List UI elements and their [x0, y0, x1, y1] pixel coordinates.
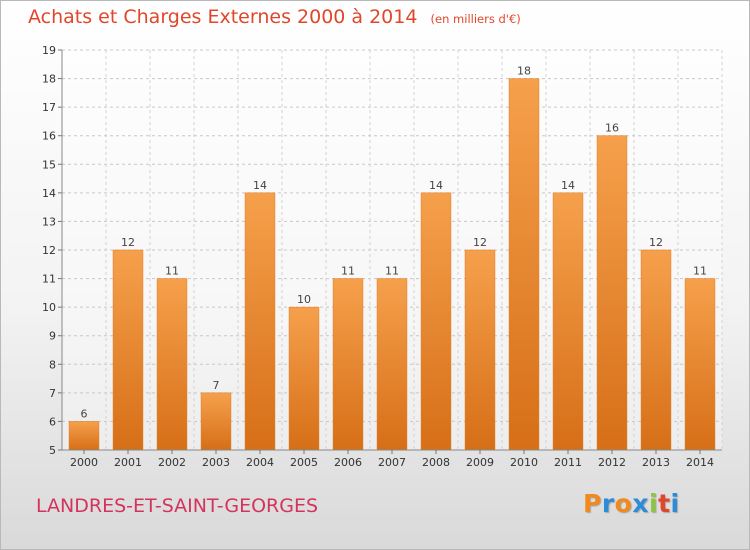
y-tick-label: 15 — [42, 158, 56, 171]
y-tick-label: 9 — [49, 330, 56, 343]
bar-value-label: 7 — [213, 379, 220, 392]
y-tick-label: 7 — [49, 387, 56, 400]
brand-letter: t — [658, 489, 671, 518]
bar — [156, 278, 188, 451]
y-tick-label: 8 — [49, 358, 56, 371]
bar-value-label: 14 — [429, 179, 443, 192]
bar — [420, 192, 452, 451]
x-tick-label: 2011 — [554, 456, 582, 469]
bar-value-label: 12 — [649, 236, 663, 249]
bar-value-label: 11 — [165, 265, 179, 278]
bar — [200, 392, 232, 451]
bar — [640, 249, 672, 451]
bar — [464, 249, 496, 451]
y-tick-label: 18 — [42, 73, 56, 86]
x-tick-label: 2005 — [290, 456, 318, 469]
brand-letter: i — [649, 489, 659, 518]
bar-value-label: 16 — [605, 122, 619, 135]
bar — [68, 421, 100, 451]
chart-unit-note: (en milliers d'€) — [430, 12, 521, 26]
y-tick-label: 12 — [42, 244, 56, 257]
x-tick-label: 2000 — [70, 456, 98, 469]
x-tick-label: 2002 — [158, 456, 186, 469]
brand-letter: x — [632, 489, 649, 518]
bar — [376, 278, 408, 451]
bar-value-label: 11 — [385, 265, 399, 278]
chart-title: Achats et Charges Externes 2000 à 2014 — [28, 6, 418, 28]
bar — [332, 278, 364, 451]
x-tick-label: 2008 — [422, 456, 450, 469]
x-tick-label: 2004 — [246, 456, 274, 469]
y-tick-label: 17 — [42, 101, 56, 114]
bar-layer: 6 12 11 7 14 10 11 11 14 12 18 14 16 12 11 — [68, 65, 716, 451]
x-tick-label: 2014 — [686, 456, 714, 469]
x-tick-label: 2003 — [202, 456, 230, 469]
bar-value-label: 12 — [473, 236, 487, 249]
y-tick-label: 10 — [42, 301, 56, 314]
x-tick-label: 2012 — [598, 456, 626, 469]
bar-value-label: 14 — [561, 179, 575, 192]
bar — [288, 306, 320, 451]
bar — [112, 249, 144, 451]
brand-letter: i — [670, 489, 680, 518]
x-tick-label: 2010 — [510, 456, 538, 469]
bar-value-label: 6 — [81, 407, 88, 420]
x-tick-label: 2009 — [466, 456, 494, 469]
bar-value-label: 12 — [121, 236, 135, 249]
y-tick-label: 13 — [42, 215, 56, 228]
axis-layer: 5 6 7 8 9 10 11 12 13 14 15 16 17 18 19 2000 2001 2002 200… — [42, 44, 722, 469]
bar — [596, 135, 628, 451]
brand-logo[interactable]: Proxiti — [583, 489, 680, 518]
bar-value-label: 11 — [341, 265, 355, 278]
bar-value-label: 10 — [297, 293, 311, 306]
y-tick-label: 14 — [42, 187, 56, 200]
bar — [552, 192, 584, 451]
title-row: Achats et Charges Externes 2000 à 2014 (… — [28, 6, 521, 28]
brand-letter: o — [614, 489, 633, 518]
bar-value-label: 18 — [517, 65, 531, 78]
y-tick-label: 11 — [42, 273, 56, 286]
x-tick-label: 2001 — [114, 456, 142, 469]
bar-value-label: 11 — [693, 265, 707, 278]
brand-letter: P — [583, 489, 602, 518]
bar — [684, 278, 716, 451]
x-tick-label: 2013 — [642, 456, 670, 469]
y-tick-label: 19 — [42, 44, 56, 57]
x-tick-label: 2007 — [378, 456, 406, 469]
bar-value-label: 14 — [253, 179, 267, 192]
y-tick-label: 16 — [42, 130, 56, 143]
y-tick-label: 6 — [49, 415, 56, 428]
y-tick-label: 5 — [49, 444, 56, 457]
x-tick-label: 2006 — [334, 456, 362, 469]
bar — [508, 78, 540, 451]
bar — [244, 192, 276, 451]
brand-letter: r — [601, 489, 615, 518]
city-name: LANDRES-ET-SAINT-GEORGES — [36, 495, 319, 517]
